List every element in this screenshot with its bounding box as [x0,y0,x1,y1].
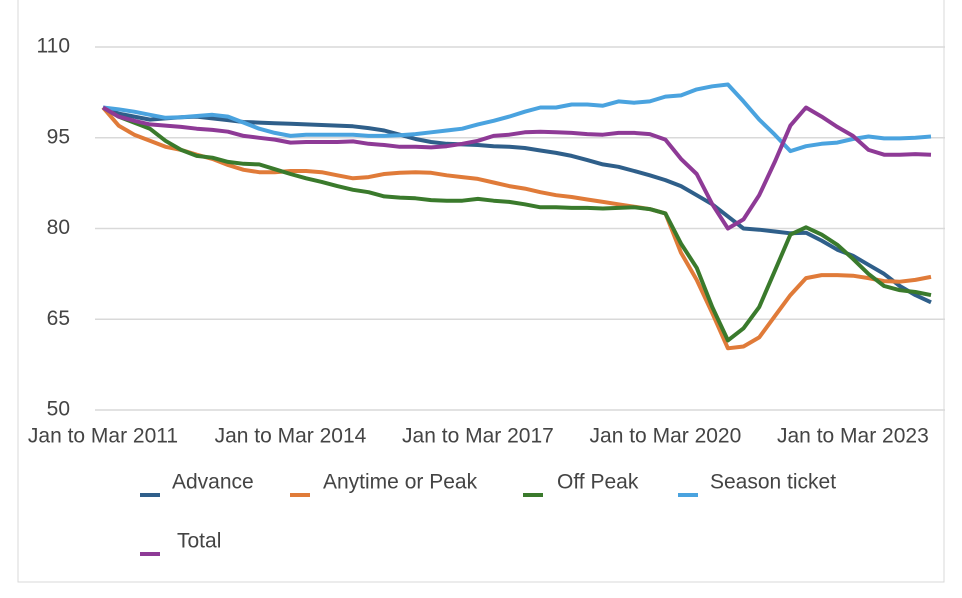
series-line [101,105,932,231]
x-tick-label: Jan to Mar 2023 [777,425,929,448]
series-line [101,106,932,351]
y-tick-label: 95 [47,125,70,148]
legend-label: Off Peak [557,471,639,494]
x-tick-label: Jan to Mar 2020 [590,425,742,448]
y-tick-label: 110 [37,35,70,58]
legend-label: Anytime or Peak [323,471,478,494]
chart-frame [17,0,945,583]
y-tick-label: 80 [47,216,70,239]
y-tick-label: 65 [47,307,70,330]
legend-label: Total [177,530,221,553]
x-tick-label: Jan to Mar 2011 [28,425,178,448]
y-tick-label: 50 [47,398,70,421]
legend-label: Advance [172,471,254,494]
x-tick-label: Jan to Mar 2017 [402,425,554,448]
x-tick-label: Jan to Mar 2014 [215,425,367,448]
legend-label: Season ticket [710,471,836,494]
series-line [102,82,932,154]
series-line [101,105,932,343]
